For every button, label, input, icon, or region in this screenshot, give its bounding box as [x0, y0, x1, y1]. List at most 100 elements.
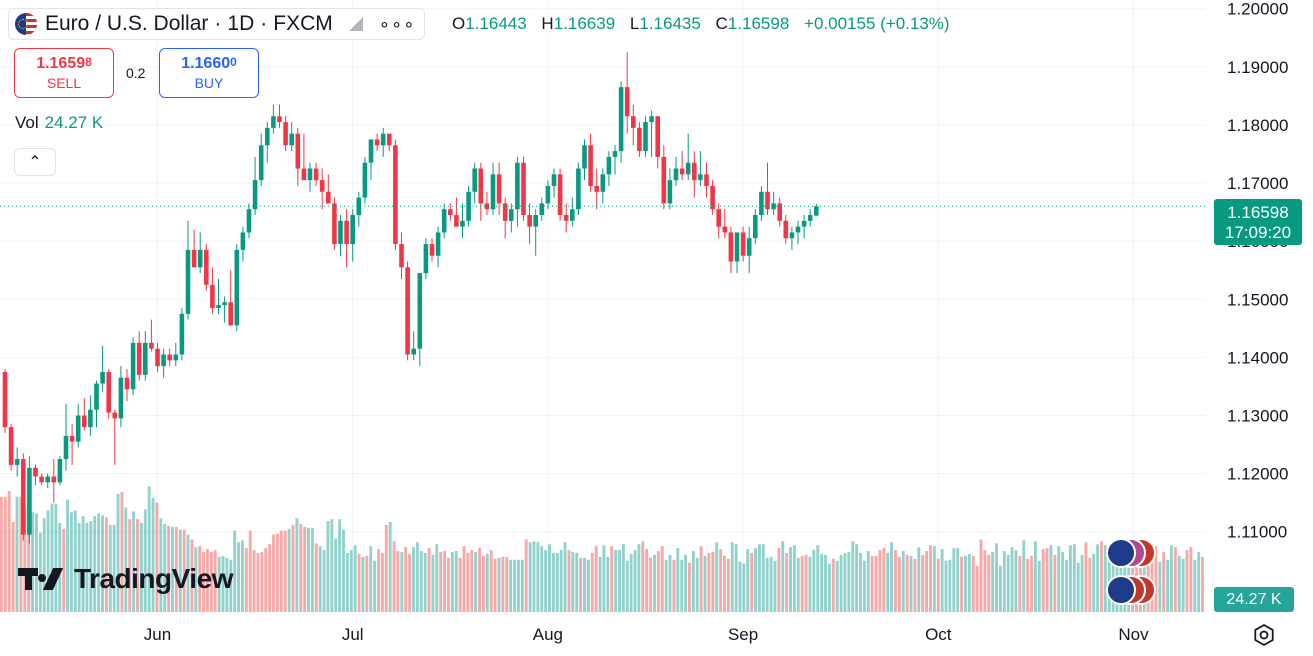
candle-body — [88, 409, 93, 428]
volume-bar — [827, 563, 831, 612]
volume-bar — [621, 544, 625, 612]
volume-bar — [505, 556, 509, 612]
volume-bar — [703, 555, 707, 612]
volume-bar — [952, 548, 956, 612]
candle-body — [69, 435, 75, 442]
volume-bar — [73, 510, 77, 612]
volume-bar — [1053, 554, 1057, 612]
buy-price: 1.16600 — [181, 55, 237, 72]
candle-body — [698, 174, 703, 181]
symbol-name[interactable]: Euro / U.S. Dollar — [45, 12, 209, 35]
volume-bar — [777, 548, 781, 612]
volume-bar — [590, 552, 594, 612]
candle-body — [472, 168, 477, 192]
volume-bar — [925, 551, 929, 612]
candle-body — [679, 168, 685, 175]
sell-button[interactable]: 1.16598 SELL — [14, 48, 114, 98]
volume-bar — [439, 552, 443, 612]
volume-bar — [645, 549, 649, 612]
volume-bar — [618, 550, 621, 612]
volume-bar — [23, 507, 27, 612]
volume-bar — [723, 555, 726, 612]
volume-bar — [532, 541, 536, 612]
volume-bar — [757, 544, 761, 612]
volume-bar — [501, 556, 505, 612]
separator-dot: · — [214, 12, 222, 35]
volume-bar — [291, 524, 295, 612]
buy-button[interactable]: 1.16600 BUY — [159, 48, 259, 98]
volume-bar — [929, 545, 932, 612]
volume-bar — [209, 552, 213, 612]
candle-body — [393, 145, 398, 245]
volume-value: 24.27 K — [44, 113, 104, 132]
volume-bar — [839, 554, 843, 612]
volume-bar — [765, 557, 769, 612]
candle-body — [502, 203, 508, 221]
candle-body — [710, 185, 715, 210]
candle-body — [563, 215, 569, 221]
economic-events-eu[interactable] — [1104, 538, 1160, 570]
x-tick-label: Jun — [144, 625, 171, 644]
volume-bar — [649, 557, 653, 612]
close-label: C — [715, 14, 728, 33]
ohlc-readout: O1.16443 H1.16639 L1.16435 C1.16598 +0.0… — [452, 14, 950, 34]
tradingview-logo[interactable]: TradingView — [18, 563, 233, 595]
volume-legend[interactable]: Vol 24.27 K — [15, 113, 103, 133]
volume-bar — [894, 550, 897, 612]
volume-bar — [948, 559, 952, 612]
volume-bar — [979, 539, 983, 612]
candle-body — [801, 220, 807, 227]
interval[interactable]: 1D — [227, 12, 255, 35]
more-options-icon[interactable]: ∘∘∘ — [378, 13, 416, 34]
y-tick-label: 1.20000 — [1227, 0, 1288, 19]
flag-marker-icon[interactable] — [348, 17, 363, 31]
volume-bar — [365, 555, 369, 612]
volume-bar — [419, 551, 423, 612]
volume-bar — [734, 544, 738, 612]
candle-body — [8, 427, 14, 465]
candle-body — [362, 162, 368, 198]
volume-bar — [213, 550, 217, 612]
volume-bar — [159, 518, 163, 612]
last-price-value: 1.16598 — [1227, 203, 1289, 222]
volume-bar — [707, 552, 711, 612]
volume-bar — [77, 522, 81, 612]
volume-bar — [268, 544, 272, 612]
candle-body — [82, 415, 87, 428]
economic-events-us[interactable] — [1104, 575, 1160, 607]
open-value: 1.16443 — [465, 14, 527, 33]
volume-bar — [742, 563, 746, 612]
candle-body — [307, 168, 313, 181]
volume-bar — [653, 554, 656, 612]
volume-bar — [412, 547, 415, 612]
symbol-header[interactable]: Euro / U.S. Dollar · 1D · FXCM ∘∘∘ — [8, 8, 425, 40]
volume-bar — [715, 542, 719, 612]
volume-bar — [792, 545, 796, 612]
candle-body — [338, 220, 343, 245]
volume-bar — [322, 550, 326, 612]
volume-bar — [878, 550, 882, 612]
volume-bar — [1158, 561, 1162, 612]
collapse-legend-button[interactable]: ⌃ — [14, 148, 56, 176]
candle-body — [423, 244, 429, 274]
candle-body — [295, 133, 301, 169]
volume-bar — [781, 541, 785, 612]
volume-bar — [93, 516, 97, 612]
y-tick-label: 1.14000 — [1227, 348, 1288, 367]
volume-bar — [1088, 557, 1092, 612]
candle-body — [649, 116, 654, 123]
volume-bar — [812, 550, 816, 612]
volume-bar — [746, 549, 750, 612]
volume-bar — [295, 518, 299, 612]
candle-body — [759, 191, 764, 216]
candle-body — [387, 133, 392, 146]
high-label: H — [541, 14, 554, 33]
volume-axis-label: 24.27 K — [1214, 587, 1294, 612]
volume-bar — [901, 551, 905, 612]
candle-body — [45, 476, 50, 483]
sell-price: 1.16598 — [36, 55, 92, 72]
volume-bar — [964, 555, 967, 612]
gear-icon[interactable] — [1252, 623, 1276, 647]
volume-bar — [847, 552, 851, 612]
